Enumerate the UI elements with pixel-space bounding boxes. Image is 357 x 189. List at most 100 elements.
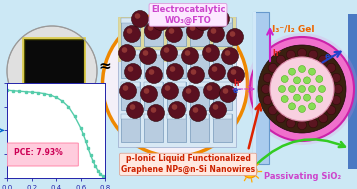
Bar — [121, 50, 140, 55]
Bar — [121, 18, 140, 23]
Circle shape — [124, 26, 141, 43]
Bar — [213, 114, 232, 142]
Circle shape — [120, 83, 136, 99]
Circle shape — [293, 77, 301, 84]
Circle shape — [268, 63, 277, 72]
Circle shape — [309, 119, 318, 128]
Circle shape — [123, 85, 128, 91]
Bar — [118, 17, 236, 147]
Bar — [213, 82, 232, 110]
Text: h⁺: h⁺ — [272, 49, 282, 58]
Bar — [190, 82, 209, 87]
Bar — [190, 114, 209, 119]
Text: PCE: 7.93%: PCE: 7.93% — [14, 148, 62, 157]
Text: Electrocatalytic
WO₃@FTO: Electrocatalytic WO₃@FTO — [151, 5, 225, 25]
Circle shape — [206, 47, 211, 53]
Circle shape — [231, 69, 236, 75]
Circle shape — [297, 121, 307, 130]
Circle shape — [174, 11, 191, 28]
Circle shape — [177, 13, 182, 19]
Bar — [190, 18, 209, 23]
Circle shape — [216, 13, 221, 19]
Circle shape — [166, 26, 182, 43]
Circle shape — [166, 64, 183, 81]
Circle shape — [202, 44, 220, 61]
Bar — [190, 82, 209, 110]
Circle shape — [243, 164, 257, 178]
Circle shape — [182, 85, 200, 102]
Circle shape — [140, 47, 156, 64]
Bar — [144, 82, 163, 87]
Bar — [253, 12, 269, 164]
Bar — [167, 114, 186, 119]
Bar — [121, 114, 140, 142]
Circle shape — [227, 67, 245, 84]
Text: e⁻: e⁻ — [233, 86, 242, 95]
Circle shape — [190, 105, 206, 122]
Circle shape — [145, 22, 161, 40]
Circle shape — [151, 107, 156, 113]
Circle shape — [332, 73, 341, 82]
Circle shape — [281, 95, 288, 102]
Circle shape — [210, 101, 226, 119]
Circle shape — [125, 64, 141, 81]
Circle shape — [186, 88, 191, 94]
Circle shape — [268, 106, 277, 115]
Bar — [213, 82, 232, 87]
Text: h⁺: h⁺ — [233, 79, 242, 88]
Bar — [167, 18, 186, 46]
Circle shape — [198, 16, 203, 22]
Bar — [190, 18, 209, 46]
Bar — [190, 50, 209, 55]
Bar — [167, 82, 186, 110]
Circle shape — [170, 66, 175, 72]
Circle shape — [135, 13, 140, 19]
Circle shape — [169, 101, 186, 119]
Circle shape — [122, 47, 127, 53]
Circle shape — [7, 26, 97, 116]
Circle shape — [130, 104, 135, 110]
Circle shape — [126, 101, 144, 119]
Circle shape — [128, 66, 133, 72]
Bar — [144, 50, 163, 78]
Circle shape — [191, 69, 196, 75]
Circle shape — [261, 84, 270, 94]
Circle shape — [223, 88, 228, 94]
Circle shape — [263, 96, 272, 105]
Ellipse shape — [102, 12, 247, 156]
Circle shape — [327, 63, 336, 72]
Circle shape — [303, 77, 311, 84]
Bar — [121, 82, 140, 87]
Circle shape — [203, 83, 221, 99]
Circle shape — [131, 11, 149, 28]
Circle shape — [172, 104, 177, 110]
Circle shape — [169, 28, 174, 34]
Circle shape — [225, 50, 230, 56]
Circle shape — [211, 28, 216, 34]
Circle shape — [141, 85, 157, 102]
Circle shape — [276, 114, 285, 123]
Circle shape — [309, 50, 318, 59]
Bar — [121, 82, 140, 110]
Bar — [121, 114, 140, 119]
Circle shape — [143, 50, 148, 56]
Circle shape — [220, 85, 236, 102]
Circle shape — [195, 13, 211, 30]
Bar — [167, 50, 186, 78]
Circle shape — [164, 47, 169, 53]
Circle shape — [316, 95, 323, 102]
Bar — [213, 18, 232, 46]
Circle shape — [263, 73, 272, 82]
Circle shape — [127, 28, 132, 34]
Circle shape — [181, 47, 198, 64]
Circle shape — [250, 37, 354, 141]
Circle shape — [298, 85, 306, 92]
Circle shape — [293, 94, 301, 101]
Bar — [167, 82, 186, 87]
Bar — [348, 14, 357, 169]
Text: I₃⁻/I₂ Gel: I₃⁻/I₂ Gel — [272, 25, 314, 34]
Bar — [190, 114, 209, 142]
Bar — [144, 18, 163, 46]
Bar — [121, 18, 140, 46]
Circle shape — [212, 66, 217, 72]
